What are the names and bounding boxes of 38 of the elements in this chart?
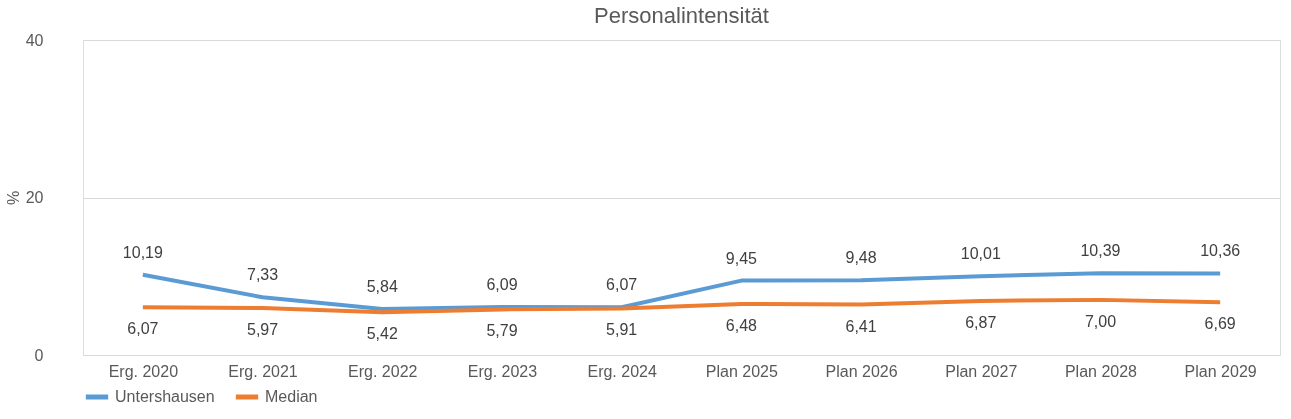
data-label: 5,97: [246, 320, 279, 338]
data-label: 10,36: [1200, 242, 1241, 260]
y-tick-label: 20: [25, 189, 44, 206]
x-tick-label: Plan 2026: [825, 362, 898, 380]
y-tick-label: 0: [34, 346, 44, 364]
x-tick-label: Erg. 2022: [348, 362, 418, 380]
data-label: 5,91: [606, 321, 638, 339]
x-tick-label: Erg. 2023: [467, 362, 538, 380]
data-label: 6,87: [965, 313, 997, 331]
data-label: 7,00: [1084, 312, 1117, 330]
legend-label: Median: [265, 388, 318, 405]
x-tick-label: Erg. 2024: [587, 362, 657, 380]
data-label: 7,33: [246, 266, 279, 284]
data-label: 6,07: [606, 276, 638, 294]
data-label: 10,01: [960, 245, 1001, 263]
data-label: 6,48: [725, 316, 758, 334]
x-tick-label: Plan 2028: [1064, 362, 1138, 380]
line-series: [140, 297, 1223, 315]
data-label: 5,84: [366, 278, 398, 296]
chart-title: Personalintensität: [594, 3, 769, 28]
data-label: 5,42: [366, 325, 398, 343]
data-label: 6,07: [127, 320, 159, 338]
y-axis-title: %: [4, 190, 22, 206]
legend-label: Untershausen: [115, 388, 215, 405]
x-tick-label: Plan 2027: [945, 362, 1018, 380]
data-label: 6,09: [486, 276, 518, 294]
data-label: 10,19: [122, 243, 163, 261]
data-label: 5,79: [486, 322, 518, 340]
data-label: 10,39: [1080, 242, 1121, 260]
x-tick-label: Plan 2025: [705, 362, 778, 380]
x-tick-label: Plan 2029: [1184, 362, 1257, 380]
x-tick-label: Erg. 2021: [228, 362, 298, 380]
data-label: 6,69: [1204, 315, 1236, 333]
data-label: 6,41: [845, 317, 877, 335]
data-label: 9,48: [845, 249, 877, 267]
x-tick-label: Erg. 2020: [108, 362, 179, 380]
y-tick-label: 40: [25, 31, 44, 49]
data-label: 9,45: [725, 249, 758, 267]
